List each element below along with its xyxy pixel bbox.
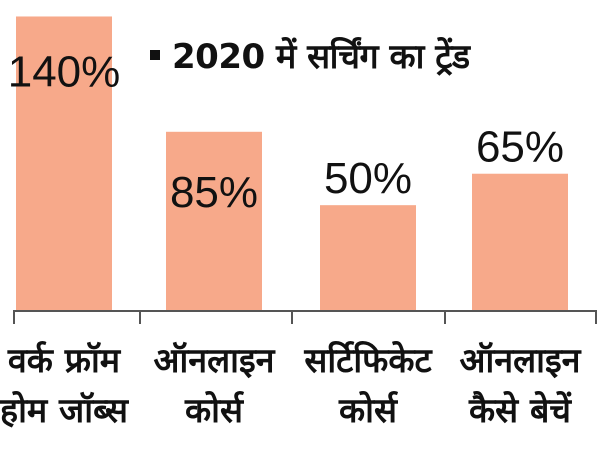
category-label-3-line-1: सर्टिफिकेट [303,340,433,381]
value-label-2: 85% [170,168,258,217]
bar-1 [16,16,112,311]
bars-group [16,16,568,311]
category-label-2-line-2: कोर्स [184,390,245,431]
value-labels: 140% 85% 50% 65% [8,47,564,216]
category-labels: वर्क फ्रॉम होम जॉब्स ऑनलाइन कोर्स सर्टिफिकेट… [0,340,582,431]
value-label-1: 140% [8,47,121,96]
title-bullet-icon [150,50,160,60]
category-label-1-line-2: होम जॉब्स [0,390,129,431]
category-label-4-line-1: ऑनलाइन [459,341,581,381]
category-label-4-line-2: कैसे बेचें [468,390,572,431]
value-label-3: 50% [324,154,412,203]
bar-4 [472,173,568,310]
category-label-2-line-1: ऑनलाइन [153,341,275,381]
x-axis [13,310,597,324]
category-label-3-line-2: कोर्स [338,390,399,431]
value-label-4: 65% [476,123,564,172]
bar-2 [166,131,262,310]
chart-title-text: 2020 में सर्चिंग का ट्रेंड [172,37,470,77]
chart-title: 2020 में सर्चिंग का ट्रेंड [150,30,470,80]
bar-3 [320,205,416,310]
category-label-1-line-1: वर्क फ्रॉम [7,340,122,381]
